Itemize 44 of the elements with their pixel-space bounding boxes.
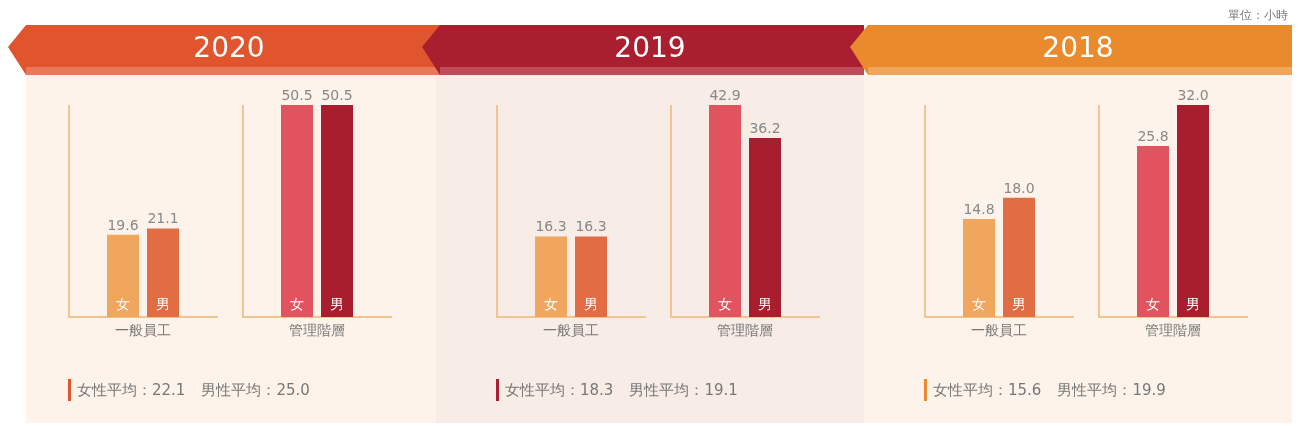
series-label: 女 [972, 296, 986, 312]
chart-title: 2018 [1041, 29, 1115, 66]
text: 男 [758, 296, 772, 312]
data-label: 14.8 [963, 200, 995, 217]
text: 女性平均：18.3 [505, 380, 614, 400]
data-label: 32.0 [1177, 87, 1209, 103]
data-label: 25.8 [1137, 128, 1169, 145]
bar [963, 218, 995, 317]
text: 女 [1146, 296, 1160, 312]
series-label: 男 [584, 296, 598, 312]
bar [1177, 105, 1209, 317]
data-label: 36.2 [749, 120, 781, 137]
series-label: 女 [116, 296, 130, 312]
data-label: 16.3 [535, 218, 567, 235]
text: 女 [290, 296, 304, 312]
text: 男性平均：19.1 [629, 380, 738, 400]
text: 女 [718, 296, 732, 312]
x-tick-label: 一般員工 [543, 321, 599, 338]
text: 女性平均：15.6 [933, 380, 1042, 400]
text: 男性平均：19.9 [1057, 380, 1166, 400]
chart-subtitle: 單位：小時 [1227, 7, 1289, 24]
data-label: 42.9 [709, 87, 741, 103]
x-tick-label: 管理階層 [1145, 321, 1201, 338]
chart-title: 2020 [192, 29, 266, 66]
bar [1003, 197, 1035, 317]
data-label: 50.5 [321, 87, 353, 103]
text: 男 [1186, 296, 1200, 312]
series-label: 男 [1012, 296, 1026, 312]
text: 女性平均：22.1 [77, 380, 186, 400]
x-tick-label: 一般員工 [971, 321, 1027, 338]
series-label: 女 [544, 296, 558, 312]
data-label: 21.1 [147, 210, 179, 227]
text: 男性平均：25.0 [201, 380, 310, 400]
x-tick-label: 一般員工 [115, 321, 171, 338]
text: 男 [330, 296, 344, 312]
chart-title: 2019 [613, 29, 687, 66]
bar [1137, 146, 1169, 317]
series-label: 男 [156, 296, 170, 312]
data-label: 18.0 [1003, 179, 1035, 196]
x-tick-label: 管理階層 [717, 321, 773, 338]
data-label: 19.6 [107, 216, 139, 233]
data-label: 16.3 [575, 218, 607, 235]
x-tick-label: 管理階層 [289, 321, 345, 338]
data-label: 50.5 [281, 87, 313, 103]
